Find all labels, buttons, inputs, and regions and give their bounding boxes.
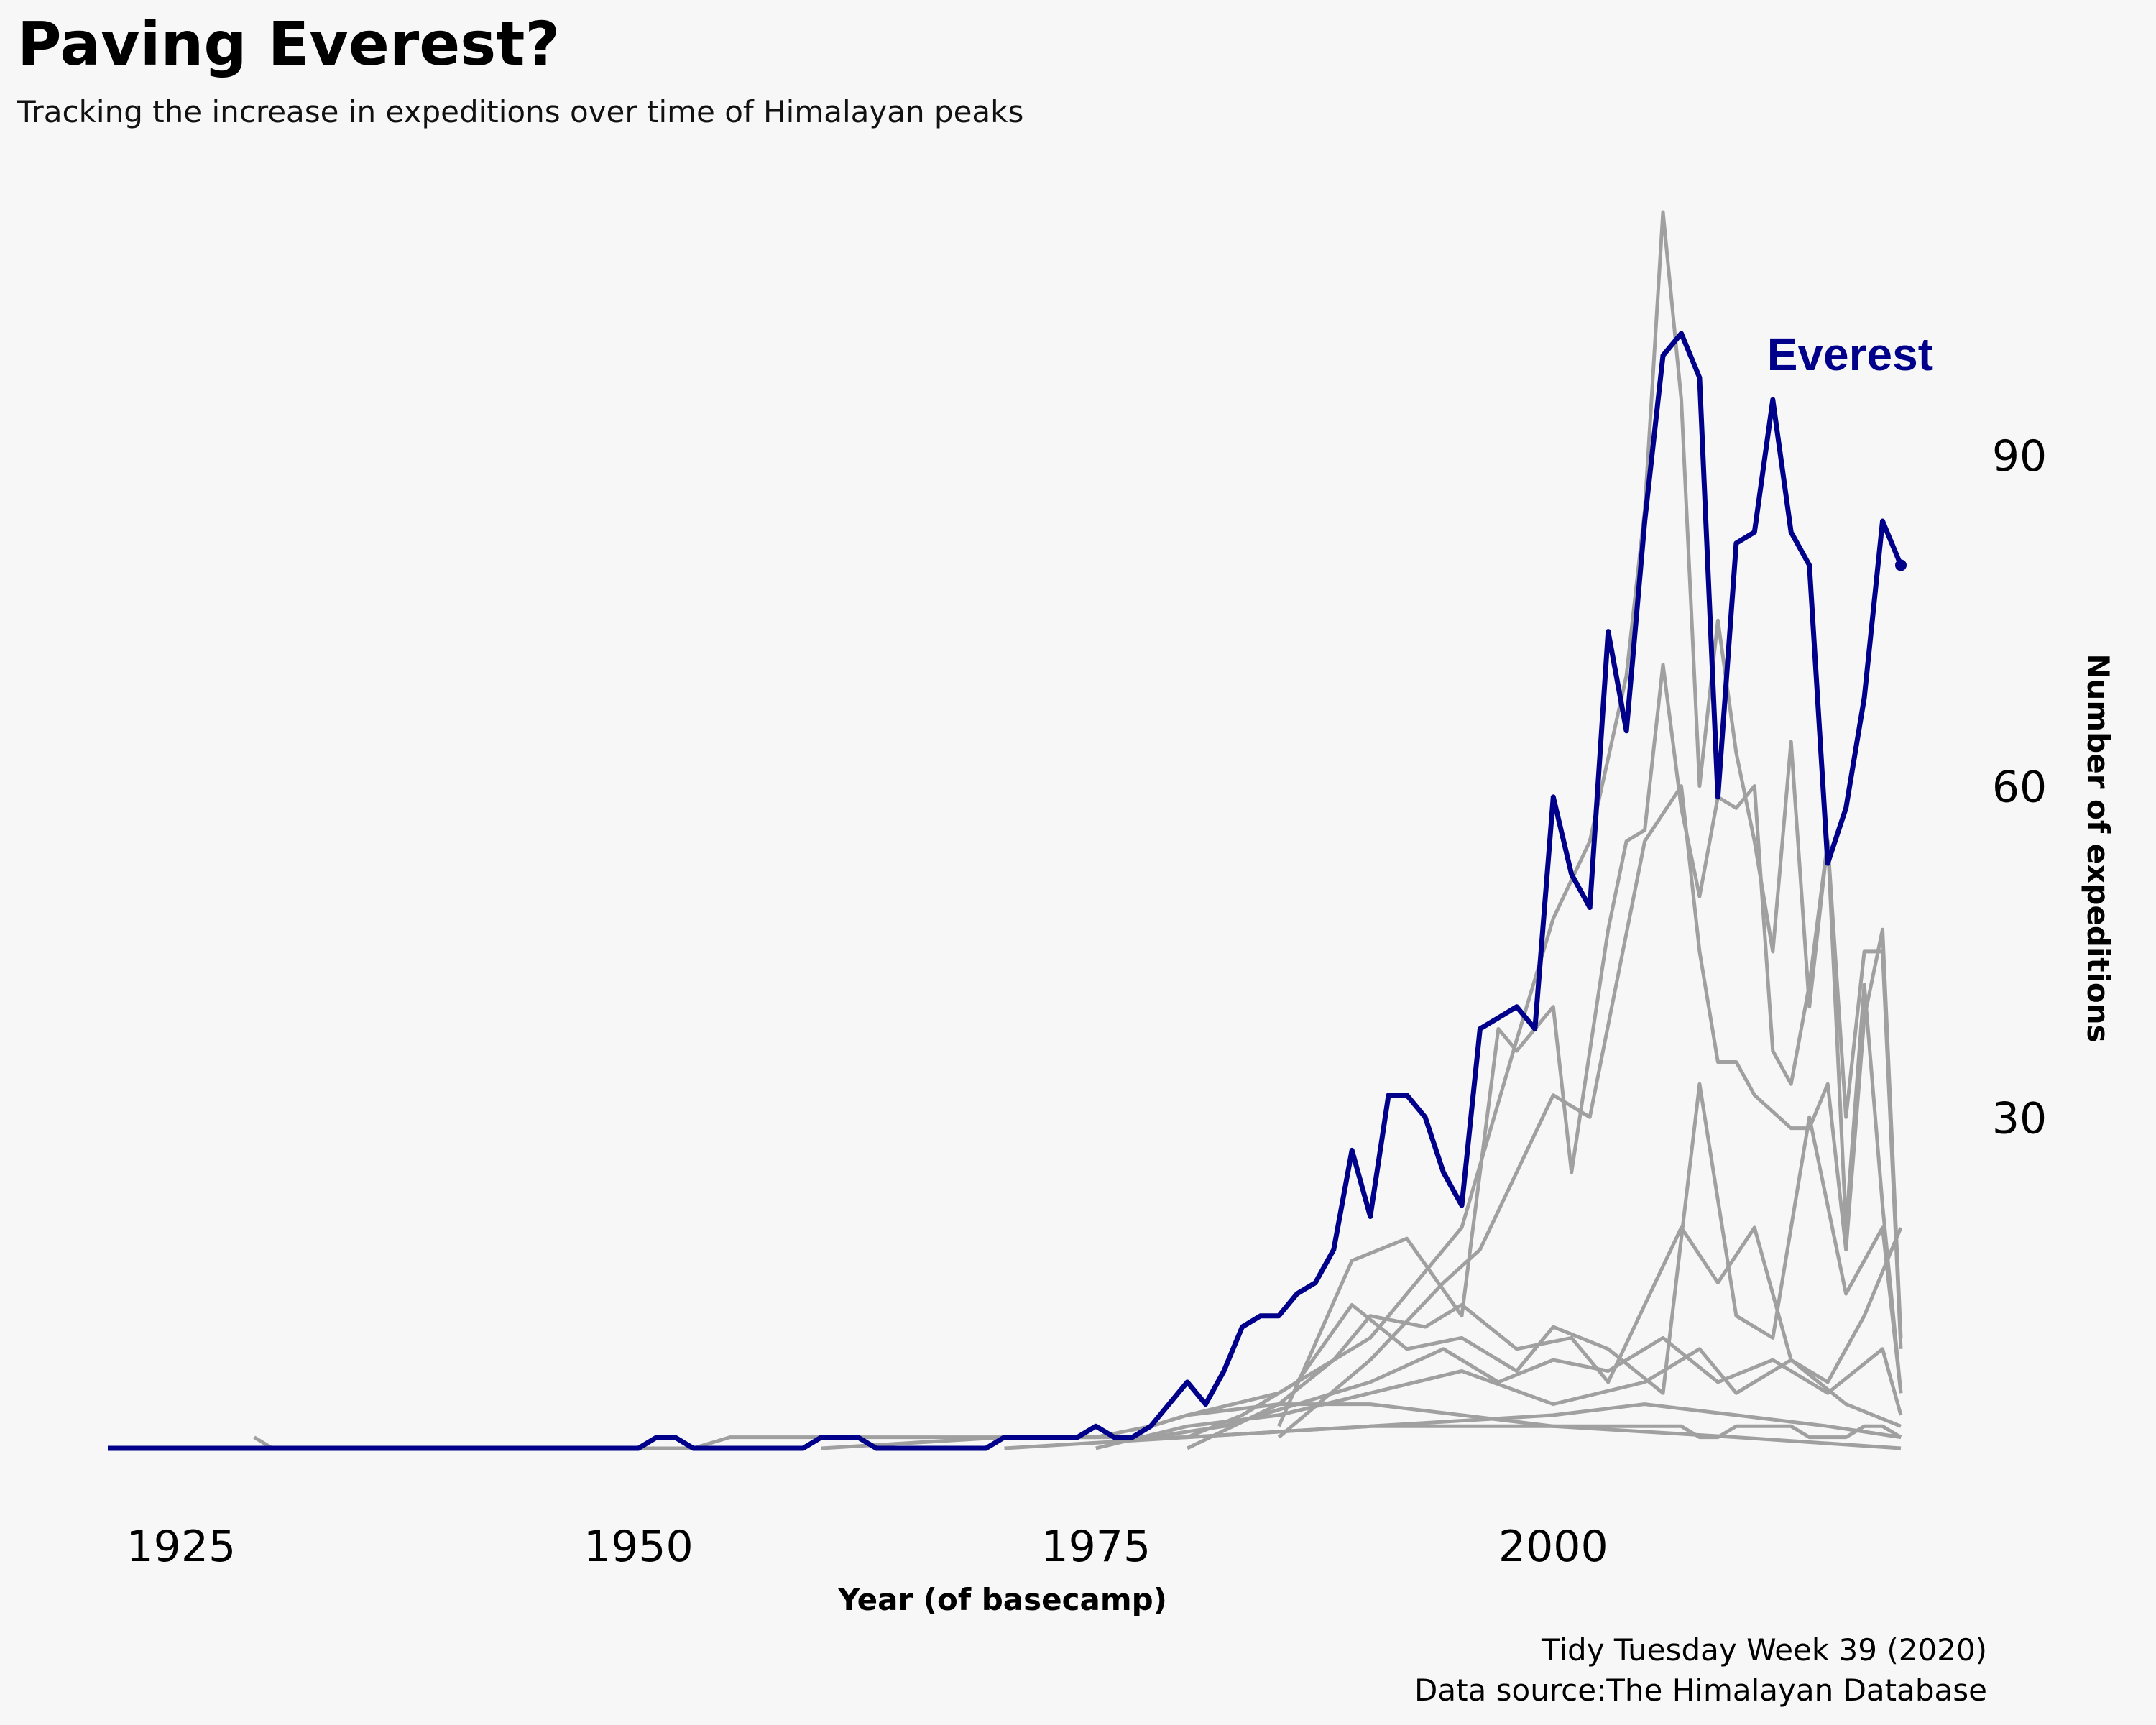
x-tick-label: 2000 <box>1498 1522 1608 1572</box>
x-tick-label: 1950 <box>584 1522 694 1572</box>
everest-end-point <box>1895 559 1907 571</box>
x-tick-label: 1925 <box>126 1522 236 1572</box>
other-peak-line <box>1277 784 1903 1439</box>
chart-subtitle: Tracking the increase in expeditions ove… <box>17 94 1023 129</box>
other-peak-line <box>1095 1347 1902 1450</box>
everest-line <box>108 331 1904 1451</box>
other-peak-line <box>1187 1082 1903 1439</box>
other-peak-line <box>1277 663 1903 1427</box>
caption-line-2: Data source:The Himalayan Database <box>1414 1673 1987 1708</box>
x-axis-title: Year (of basecamp) <box>837 1582 1167 1617</box>
other-peak-line <box>821 1424 1902 1450</box>
everest-line-group <box>108 331 1907 1451</box>
y-tick-label: 60 <box>1992 763 2047 813</box>
other-peak-line <box>253 1402 1902 1450</box>
y-axis-ticks: 30 60 90 <box>1992 431 2047 1144</box>
x-axis-ticks: 1925 1950 1975 2000 <box>126 1522 1608 1572</box>
caption-line-1: Tidy Tuesday Week 39 (2020) <box>1541 1632 1987 1668</box>
everest-label: Everest <box>1767 328 1933 380</box>
chart-title: Paving Everest? <box>17 9 560 79</box>
y-tick-label: 30 <box>1992 1093 2047 1144</box>
y-tick-label: 90 <box>1992 431 2047 482</box>
y-axis-title: Number of expeditions <box>2081 653 2116 1042</box>
other-peak-line <box>1187 1225 1903 1450</box>
other-peak-line <box>1150 1335 1903 1440</box>
x-tick-label: 1975 <box>1041 1522 1151 1572</box>
other-peaks-lines <box>253 210 1903 1450</box>
